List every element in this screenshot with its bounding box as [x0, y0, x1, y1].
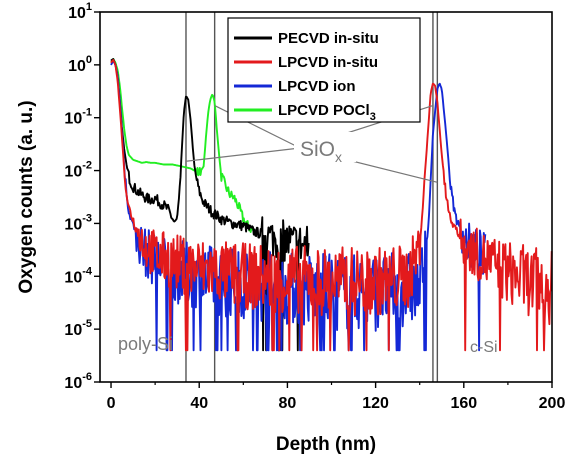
x-axis-title: Depth (nm): [276, 434, 376, 455]
legend-label: LPCVD POCl3: [278, 102, 376, 123]
x-tick-label: 40: [190, 395, 208, 412]
y-axis: 101 100 10-1 10-2 10-3 10-4 10-5 10-6: [64, 1, 100, 392]
c-si-label: c-Si: [470, 339, 498, 356]
series-line: [110, 59, 553, 352]
annotation-pointer: [185, 147, 301, 162]
y-tick-label: 101: [68, 1, 92, 22]
x-tick-label: 200: [539, 395, 566, 412]
x-tick-label: 80: [279, 395, 297, 412]
x-tick-label: 0: [107, 395, 116, 412]
legend-label: PECVD in-situ: [278, 30, 379, 47]
y-tick-label: 10-2: [64, 160, 92, 181]
series-line: [110, 58, 310, 352]
legend-label: LPCVD in-situ: [278, 54, 378, 71]
series-layer: [110, 58, 553, 352]
y-tick-label: 10-3: [64, 212, 92, 233]
poly-si-label: poly-Si: [118, 334, 173, 354]
legend: PECVD in-situ LPCVD in-situ LPCVD ion LPCVD…: [227, 17, 421, 123]
y-tick-label: 10-4: [64, 265, 92, 286]
x-tick-label: 120: [362, 395, 389, 412]
siox-label: SiOx: [300, 138, 342, 165]
y-tick-label: 10-6: [64, 371, 92, 392]
plot-frame: [99, 11, 553, 383]
x-axis: 0 40 80 120 160 200: [107, 382, 566, 412]
y-tick-label: 10-5: [64, 318, 92, 339]
legend-label: LPCVD ion: [278, 78, 356, 95]
y-tick-label: 10-1: [64, 107, 92, 128]
y-tick-label: 100: [68, 54, 92, 75]
legend-box: [227, 17, 421, 123]
annotation-backdrop: [294, 132, 356, 162]
y-axis-title: Oxygen counts (a. u.): [16, 100, 37, 293]
x-tick-label: 160: [450, 395, 477, 412]
series-line: [110, 58, 255, 233]
